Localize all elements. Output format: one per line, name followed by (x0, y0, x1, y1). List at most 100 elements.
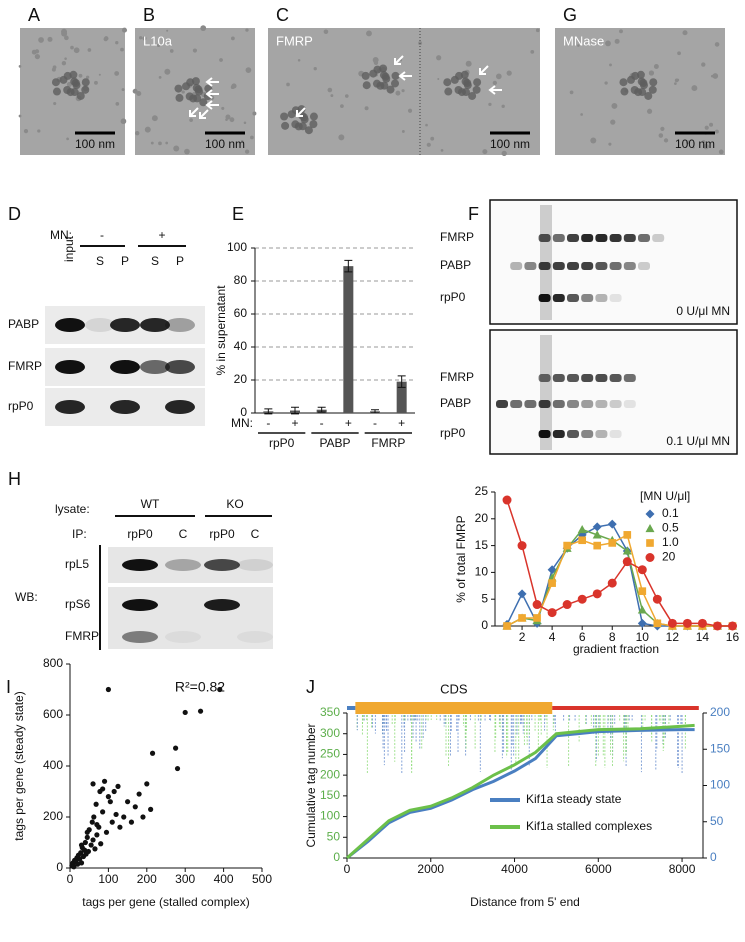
row-label: rpP0 (8, 399, 34, 413)
particle (386, 85, 395, 94)
point (90, 781, 96, 787)
speck (373, 60, 379, 65)
speck (66, 137, 69, 141)
error-bar (371, 409, 379, 414)
speck (407, 108, 413, 113)
scale-label: 100 nm (675, 137, 715, 151)
lane-label: C (251, 527, 260, 541)
micrograph-label: L10a (143, 33, 173, 48)
x-tick-label: 500 (252, 872, 272, 886)
speck (488, 102, 492, 107)
band (638, 262, 650, 270)
row-label: rpP0 (440, 426, 466, 440)
speck (608, 142, 612, 146)
point (109, 819, 115, 825)
speck (286, 82, 290, 87)
lane-label: rpP0 (209, 527, 235, 541)
band (567, 400, 579, 408)
legend-marker (645, 509, 655, 519)
marker (637, 605, 647, 614)
y-tick-label: 20 (234, 372, 248, 386)
y-tick-label: 60 (234, 306, 248, 320)
speck (590, 137, 597, 144)
error-bar (317, 406, 326, 413)
y2-tick-label: 100 (710, 778, 730, 792)
particle (304, 126, 313, 135)
marker (562, 600, 572, 610)
band (609, 262, 622, 270)
speck (660, 126, 665, 131)
point (84, 829, 90, 835)
speck (151, 115, 158, 122)
x-prefix: MN: (231, 416, 253, 430)
speck (115, 102, 120, 106)
legend-label: Kif1a steady state (526, 792, 622, 806)
speck (712, 73, 719, 79)
x-tick-label: + (291, 416, 298, 430)
speck (144, 126, 151, 133)
speck (158, 141, 162, 146)
point (88, 842, 94, 848)
speck (64, 57, 67, 60)
lysate-name: KO (226, 497, 243, 511)
speck (653, 64, 659, 69)
mn-label: MN: (50, 228, 72, 242)
x-tick-label: 0 (344, 862, 351, 876)
speck (87, 48, 92, 52)
speck (245, 28, 249, 32)
speck (173, 145, 180, 152)
speck (99, 144, 103, 148)
band (623, 374, 636, 382)
treatment-label: + (158, 228, 165, 242)
speck (18, 114, 22, 118)
speck (34, 49, 40, 54)
particle (473, 78, 482, 87)
speck (614, 38, 620, 44)
y-tick-label: 15 (475, 538, 489, 552)
point (113, 811, 119, 818)
x-tick-label: 2 (519, 630, 526, 644)
band (567, 430, 579, 438)
speck (53, 101, 57, 106)
speck (682, 30, 688, 36)
y-tick-label: 10 (475, 565, 489, 579)
band (595, 262, 608, 270)
speck (244, 149, 250, 154)
speck (61, 61, 67, 66)
band (609, 430, 622, 438)
x-tick-label: 4000 (501, 862, 528, 876)
speck (701, 140, 706, 144)
marker (652, 594, 662, 604)
speck (200, 25, 207, 32)
band (567, 234, 579, 242)
particle (175, 93, 184, 102)
speck (70, 45, 74, 50)
y-tick-label: 150 (320, 788, 340, 802)
x-tick-label: 6000 (585, 862, 612, 876)
speck (166, 29, 169, 32)
speck (139, 36, 143, 40)
legend-label: 0.5 (662, 521, 679, 535)
band (165, 360, 195, 374)
panel-letter: C (276, 5, 289, 25)
point (85, 848, 92, 855)
point (173, 745, 179, 751)
arrow (205, 77, 219, 87)
panel-letter: D (8, 204, 21, 224)
speck (225, 114, 231, 120)
marker (578, 536, 587, 545)
band (55, 318, 85, 332)
row-label: rpP0 (440, 290, 466, 304)
band (140, 360, 170, 374)
band (55, 360, 85, 374)
speck (674, 82, 677, 85)
legend-marker (646, 539, 654, 547)
particle (644, 91, 653, 100)
speck (703, 143, 709, 150)
particle (287, 110, 296, 119)
band (110, 318, 140, 332)
series-line (506, 533, 733, 627)
speck (250, 135, 254, 140)
arrow (398, 71, 412, 81)
particle (443, 78, 452, 87)
